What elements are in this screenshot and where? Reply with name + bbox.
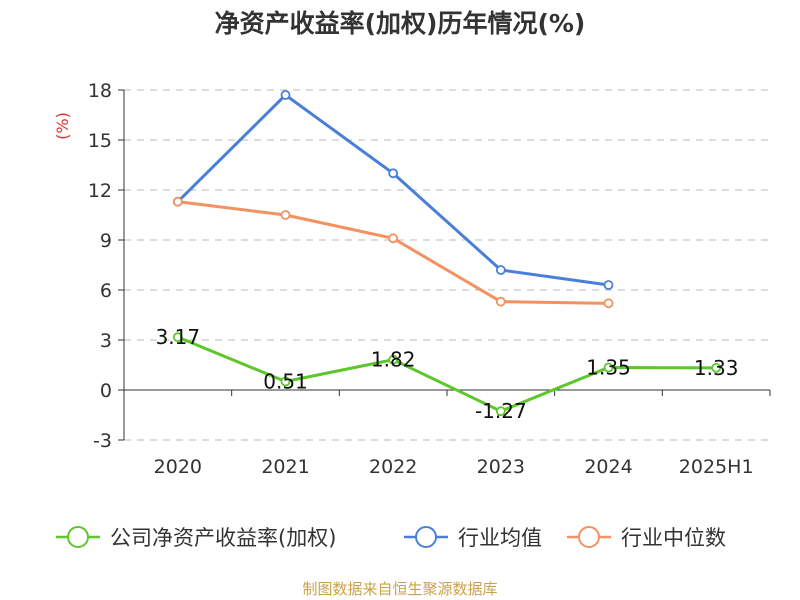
x-tick-label: 2022 <box>369 456 417 478</box>
data-point[interactable] <box>172 332 183 343</box>
legend-item[interactable]: 行业中位数 <box>567 526 726 550</box>
data-point[interactable] <box>711 362 722 373</box>
y-tick-label: 18 <box>88 80 112 102</box>
source-credit: 制图数据来自恒生聚源数据库 <box>302 580 498 598</box>
y-tick-label: 6 <box>100 280 112 302</box>
y-tick-label: 9 <box>100 230 112 252</box>
data-label: 1.82 <box>371 348 416 372</box>
data-label: 3.17 <box>156 325 201 349</box>
y-axis-label: (%) <box>53 112 72 140</box>
legend-label: 行业中位数 <box>621 526 726 550</box>
data-point[interactable] <box>388 233 399 244</box>
data-point[interactable] <box>495 296 506 307</box>
data-point[interactable] <box>388 354 399 365</box>
legend-item[interactable]: 行业均值 <box>404 526 542 550</box>
x-tick-label: 2020 <box>154 456 202 478</box>
data-point[interactable] <box>495 406 506 417</box>
x-tick-label: 2021 <box>261 456 309 478</box>
legend[interactable]: 公司净资产收益率(加权) 行业均值 行业中位数 <box>56 526 726 550</box>
legend-swatch-marker <box>67 526 89 548</box>
data-label: 1.33 <box>694 356 739 380</box>
data-point[interactable] <box>388 168 399 179</box>
data-point[interactable] <box>280 376 291 387</box>
x-tick-label: 2023 <box>477 456 525 478</box>
legend-swatch-marker <box>578 526 600 548</box>
data-point[interactable] <box>280 210 291 220</box>
data-label: -1.27 <box>475 399 527 423</box>
data-point[interactable] <box>603 362 614 373</box>
data-label: 1.35 <box>586 356 631 380</box>
series-line <box>177 335 717 413</box>
axes: -3 0 3 6 9 12 15 18 2020 2021 2022 2023 2024 2025H1 <box>88 80 771 478</box>
series-0: 3.17 0.51 1.82 -1.27 1.35 1.33 <box>156 325 739 423</box>
legend-swatch-marker <box>415 526 437 548</box>
y-tick-label: 3 <box>100 330 112 352</box>
series-line <box>177 200 609 305</box>
legend-item[interactable]: 公司净资产收益率(加权) <box>56 526 336 550</box>
data-point[interactable] <box>280 90 291 100</box>
y-tick-label: 0 <box>100 380 112 402</box>
y-tick-label: 15 <box>88 130 112 152</box>
data-point[interactable] <box>495 265 506 275</box>
data-point[interactable] <box>172 196 183 207</box>
series-2 <box>172 196 614 309</box>
series-layer: 3.17 0.51 1.82 -1.27 1.35 1.33 <box>156 90 739 423</box>
x-tick-label: 2024 <box>584 456 632 478</box>
gridlines <box>124 89 770 441</box>
y-tick-label: -3 <box>93 430 112 452</box>
chart-title: 净资产收益率(加权)历年情况(%) <box>214 9 586 38</box>
x-tick-label: 2025H1 <box>679 456 754 478</box>
y-tick-label: 12 <box>88 180 112 202</box>
data-label: 0.51 <box>263 370 308 394</box>
data-point[interactable] <box>603 280 614 290</box>
legend-label: 公司净资产收益率(加权) <box>110 526 336 550</box>
legend-label: 行业均值 <box>458 526 542 550</box>
data-point[interactable] <box>603 298 614 309</box>
